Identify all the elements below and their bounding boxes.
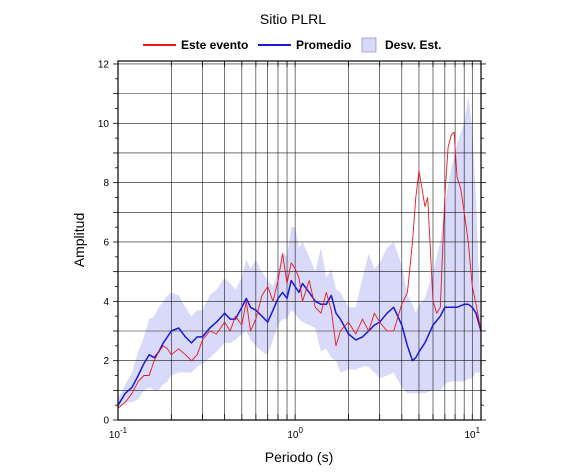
y-axis-label: Amplitud — [71, 213, 87, 267]
legend: Este evento Promedio Desv. Est. — [143, 37, 441, 53]
legend-label-event: Este evento — [181, 38, 248, 52]
y-tick-label: 0 — [103, 416, 109, 427]
y-tick-label: 4 — [103, 297, 109, 308]
legend-swatch-std — [361, 37, 377, 53]
legend-label-std: Desv. Est. — [385, 38, 441, 52]
x-tick-label: 101 — [464, 426, 480, 441]
chart-title: Sitio PLRL — [260, 11, 326, 27]
legend-label-mean: Promedio — [296, 38, 351, 52]
y-tick-label: 2 — [103, 356, 109, 367]
promedio-series-line — [118, 279, 481, 406]
axis-layer: 0 2 4 6 8 10 12 10-1 100 101 — [98, 59, 486, 441]
este-evento-series-line — [118, 131, 481, 409]
plot-frame — [117, 60, 482, 421]
y-tick-label: 12 — [98, 59, 110, 70]
grid-layer — [117, 61, 481, 420]
series-layer — [118, 131, 481, 409]
x-tick-label: 100 — [287, 426, 303, 441]
y-tick-label: 8 — [103, 178, 109, 189]
x-axis-label: Periodo (s) — [265, 449, 333, 465]
y-tick-label: 6 — [103, 237, 109, 248]
y-tick-label: 10 — [98, 119, 110, 130]
x-tick-label: 10-1 — [109, 426, 128, 441]
